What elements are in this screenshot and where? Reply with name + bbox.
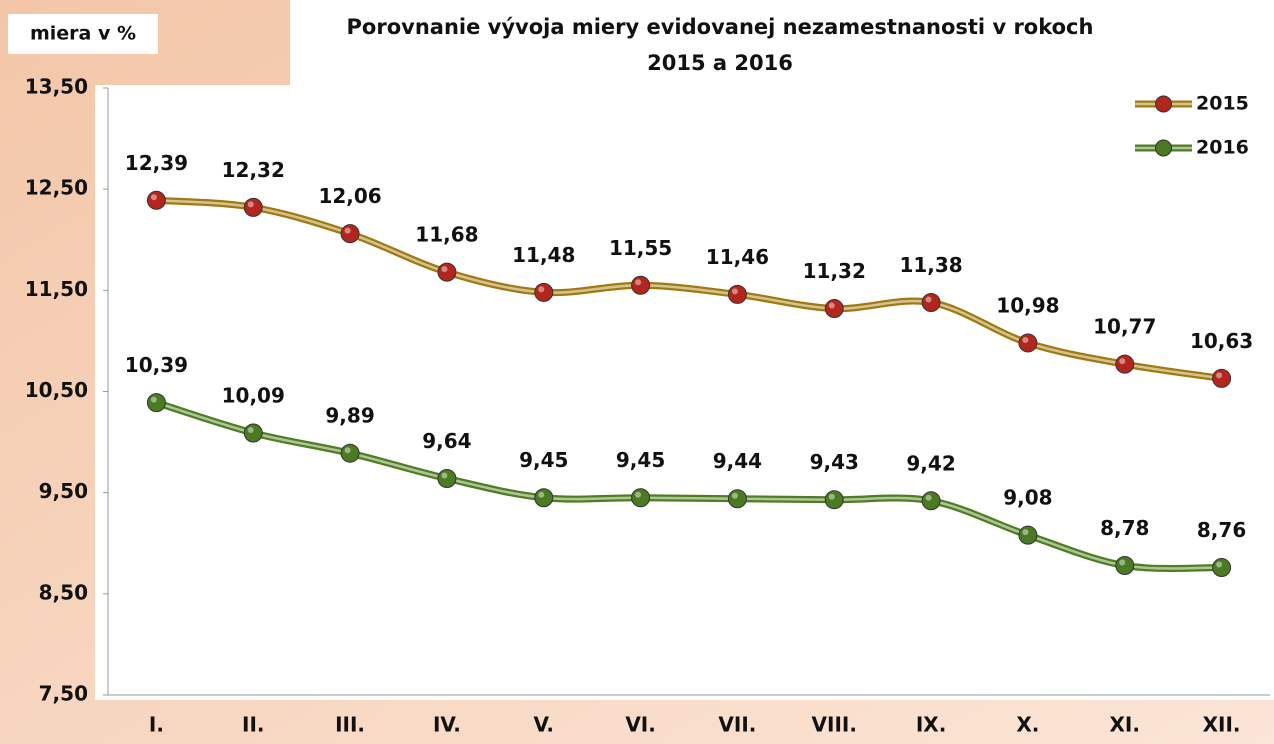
data-point-shine [248, 201, 254, 207]
data-point-shine [732, 493, 738, 499]
data-point-shine [635, 492, 641, 498]
data-point [438, 263, 456, 281]
data-label: 12,32 [222, 158, 285, 182]
x-tick-label: X. [1016, 713, 1039, 737]
data-point-shine [345, 228, 351, 234]
data-label: 8,78 [1100, 516, 1149, 540]
y-tick-label: 13,50 [25, 75, 88, 99]
data-point-shine [538, 492, 544, 498]
data-label: 11,46 [706, 245, 769, 269]
chart-title: 2015 a 2016 [647, 51, 793, 75]
data-label: 8,76 [1197, 518, 1246, 542]
data-point-shine [151, 397, 157, 403]
data-point-shine [1216, 372, 1222, 378]
data-point-shine [635, 279, 641, 285]
data-label: 9,64 [422, 429, 471, 453]
data-point-shine [1119, 560, 1125, 566]
data-point-shine [538, 286, 544, 292]
x-tick-label: XI. [1110, 713, 1140, 737]
y-tick-label: 9,50 [39, 479, 88, 503]
data-point-shine [732, 288, 738, 294]
data-point-shine [829, 303, 835, 309]
legend-label: 2016 [1196, 137, 1249, 159]
data-label: 10,39 [125, 353, 188, 377]
legend-marker [1156, 140, 1172, 156]
data-point [535, 489, 553, 507]
data-point [632, 276, 650, 294]
x-tick-label: XII. [1203, 713, 1241, 737]
data-label: 11,38 [899, 253, 962, 277]
data-label: 9,44 [713, 449, 762, 473]
data-point [728, 285, 746, 303]
data-point-shine [1216, 562, 1222, 568]
data-point-shine [829, 494, 835, 500]
data-point [632, 489, 650, 507]
y-tick-label: 8,50 [39, 580, 88, 604]
data-point [1116, 355, 1134, 373]
data-point-shine [1119, 358, 1125, 364]
data-label: 12,39 [125, 151, 188, 175]
legend-marker [1156, 96, 1172, 112]
data-point-shine [926, 495, 932, 501]
data-point-shine [1022, 337, 1028, 343]
data-point-shine [441, 266, 447, 272]
data-point [922, 492, 940, 510]
data-point [535, 283, 553, 301]
data-point-shine [248, 427, 254, 433]
data-label: 11,55 [609, 236, 672, 260]
data-point [341, 225, 359, 243]
data-point-shine [1022, 529, 1028, 535]
y-tick-label: 11,50 [25, 277, 88, 301]
data-point [1213, 559, 1231, 577]
data-label: 11,48 [512, 243, 575, 267]
y-axis-label: miera v % [30, 23, 136, 45]
data-label: 10,09 [222, 383, 285, 407]
data-point [341, 444, 359, 462]
data-point-shine [926, 296, 932, 302]
data-label: 9,45 [616, 448, 665, 472]
data-point [1019, 334, 1037, 352]
x-tick-label: VIII. [812, 713, 857, 737]
y-tick-label: 7,50 [39, 682, 88, 706]
x-tick-label: VI. [625, 713, 656, 737]
data-label: 9,89 [325, 404, 374, 428]
data-point [244, 198, 262, 216]
data-label: 9,08 [1003, 486, 1052, 510]
data-label: 10,98 [996, 293, 1059, 317]
data-label: 10,77 [1093, 315, 1156, 339]
data-point [1116, 557, 1134, 575]
data-point [244, 424, 262, 442]
data-point-shine [345, 447, 351, 453]
data-point [825, 300, 843, 318]
x-tick-label: VII. [718, 713, 756, 737]
data-label: 12,06 [318, 184, 381, 208]
data-label: 9,42 [906, 451, 955, 475]
x-tick-label: III. [335, 713, 365, 737]
data-point [147, 394, 165, 412]
data-point [825, 491, 843, 509]
data-point [922, 293, 940, 311]
data-point-shine [151, 194, 157, 200]
y-tick-label: 10,50 [25, 378, 88, 402]
legend-label: 2015 [1196, 93, 1249, 115]
data-point [728, 490, 746, 508]
data-point [1213, 369, 1231, 387]
data-label: 11,68 [415, 223, 478, 247]
chart-title: Porovnanie vývoja miery evidovanej nezam… [347, 15, 1094, 39]
y-tick-label: 12,50 [25, 176, 88, 200]
x-tick-label: V. [534, 713, 555, 737]
data-label: 10,63 [1190, 329, 1253, 353]
chart: miera v % Porovnanie vývoja miery evidov… [0, 0, 1274, 744]
data-label: 11,32 [803, 259, 866, 283]
x-tick-label: IX. [916, 713, 946, 737]
data-point [438, 470, 456, 488]
x-tick-label: IV. [433, 713, 461, 737]
data-label: 9,45 [519, 448, 568, 472]
data-label: 9,43 [810, 450, 859, 474]
data-point [1019, 526, 1037, 544]
x-tick-label: I. [149, 713, 164, 737]
data-point-shine [441, 473, 447, 479]
x-tick-label: II. [242, 713, 264, 737]
data-point [147, 191, 165, 209]
